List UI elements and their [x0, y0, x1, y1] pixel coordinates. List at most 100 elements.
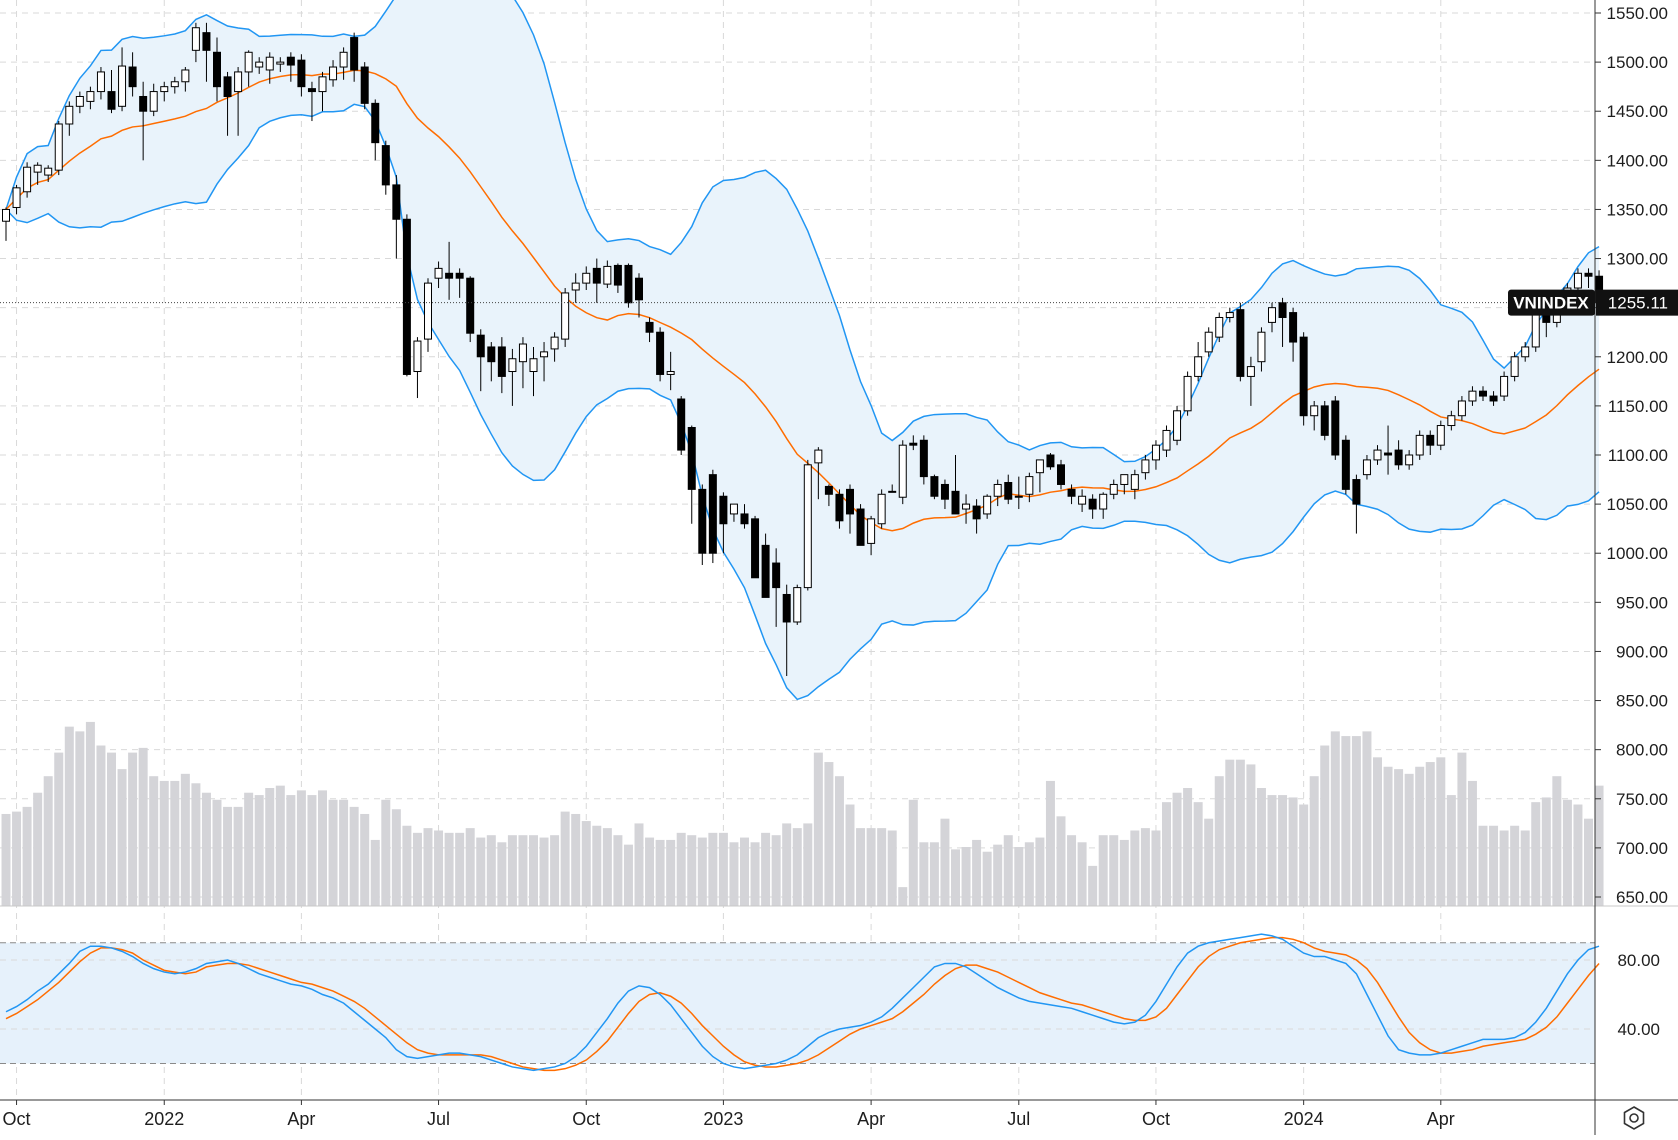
candle-body — [666, 371, 675, 375]
volume-bar — [961, 847, 971, 906]
candle-body — [1331, 400, 1340, 456]
candle — [1078, 489, 1087, 512]
candle-body — [1362, 459, 1371, 476]
candle — [1257, 327, 1266, 372]
candle-body — [1299, 336, 1308, 417]
candle — [1099, 492, 1108, 519]
candle-body — [1035, 459, 1044, 474]
volume-bar — [834, 776, 844, 906]
candle — [708, 469, 717, 564]
candle — [487, 342, 496, 382]
candle-body — [518, 343, 527, 363]
volume-bar — [951, 849, 960, 906]
candle-body — [191, 27, 200, 51]
volume-bar — [391, 809, 401, 906]
candle — [1088, 494, 1097, 519]
candle — [1394, 440, 1403, 470]
candle — [1141, 455, 1150, 480]
candle-body — [772, 562, 781, 589]
time-tick-label: 2023 — [703, 1109, 743, 1129]
candle — [1004, 474, 1013, 505]
candle-body — [276, 61, 285, 65]
candle-body — [1373, 449, 1382, 461]
price-tick-label: 900.00 — [1616, 642, 1668, 661]
volume-bar — [1394, 769, 1404, 906]
candle — [909, 435, 918, 451]
candle-body — [1384, 452, 1393, 456]
candle — [339, 47, 348, 80]
candle-body — [255, 61, 264, 68]
volume-bar — [128, 752, 138, 906]
volume-bar — [1098, 835, 1108, 906]
candle-body — [1225, 312, 1234, 318]
volume-bar — [782, 823, 792, 906]
time-tick-label: Oct — [572, 1109, 600, 1129]
volume-bar — [940, 818, 950, 906]
candle-body — [940, 483, 949, 500]
candle — [856, 504, 865, 546]
chart-settings-button[interactable] — [1620, 1104, 1648, 1132]
candle-body — [1014, 495, 1023, 498]
candle — [434, 261, 443, 289]
candle-body — [86, 91, 95, 102]
candle — [951, 455, 960, 515]
volume-bar — [1562, 799, 1572, 906]
candle — [329, 60, 338, 87]
volume-bar — [1309, 776, 1319, 906]
candle-body — [888, 490, 897, 493]
candle — [1415, 430, 1424, 460]
volume-bar — [486, 835, 496, 906]
volume-bar — [1225, 759, 1235, 906]
volume-bar — [1373, 757, 1382, 906]
price-tick-label: 750.00 — [1616, 790, 1668, 809]
candle-body — [1415, 434, 1424, 456]
candle — [940, 479, 949, 510]
stochastic-d-line — [5, 936, 1600, 1072]
candle — [445, 241, 454, 300]
candle — [803, 459, 812, 591]
volume-bar — [1003, 835, 1013, 906]
candle-body — [751, 518, 760, 579]
candle-body — [286, 56, 295, 66]
candle-body — [1510, 356, 1519, 377]
candle-body — [1025, 476, 1034, 495]
candle — [1320, 400, 1329, 441]
candle — [666, 351, 675, 391]
candle-body — [1088, 498, 1097, 510]
volume-bar — [402, 825, 412, 906]
volume-bar — [1415, 766, 1425, 906]
volume-bar — [22, 806, 32, 906]
volume-bar — [1045, 780, 1055, 906]
candle — [1436, 420, 1445, 451]
candle — [624, 263, 633, 308]
candle-body — [487, 346, 496, 363]
candle-body — [1268, 307, 1276, 323]
volume-bar — [85, 721, 95, 906]
candle-body — [1405, 454, 1414, 466]
volume-bar — [1467, 780, 1477, 906]
candle — [867, 515, 876, 556]
candle-body — [1141, 459, 1150, 474]
volume-bar — [602, 828, 612, 906]
volume-bar — [792, 828, 802, 906]
candle — [413, 337, 422, 399]
time-tick-label: Oct — [1142, 1109, 1170, 1129]
candle-body — [656, 331, 665, 375]
candle — [1362, 455, 1371, 480]
price-tick-label: 1200.00 — [1607, 348, 1668, 367]
candle-body — [213, 51, 221, 88]
candle — [54, 121, 63, 176]
candle-body — [1257, 331, 1266, 363]
volume-bar — [370, 839, 380, 906]
candle-body — [1426, 434, 1435, 446]
candle — [508, 348, 517, 406]
candle — [1584, 268, 1593, 289]
candle — [23, 162, 32, 198]
candle-body — [181, 69, 190, 83]
candle — [824, 484, 833, 507]
volume-bar — [43, 776, 53, 906]
candle — [139, 81, 148, 161]
volume-bar — [845, 804, 855, 906]
candle-body — [1436, 425, 1445, 446]
candle — [223, 71, 232, 136]
